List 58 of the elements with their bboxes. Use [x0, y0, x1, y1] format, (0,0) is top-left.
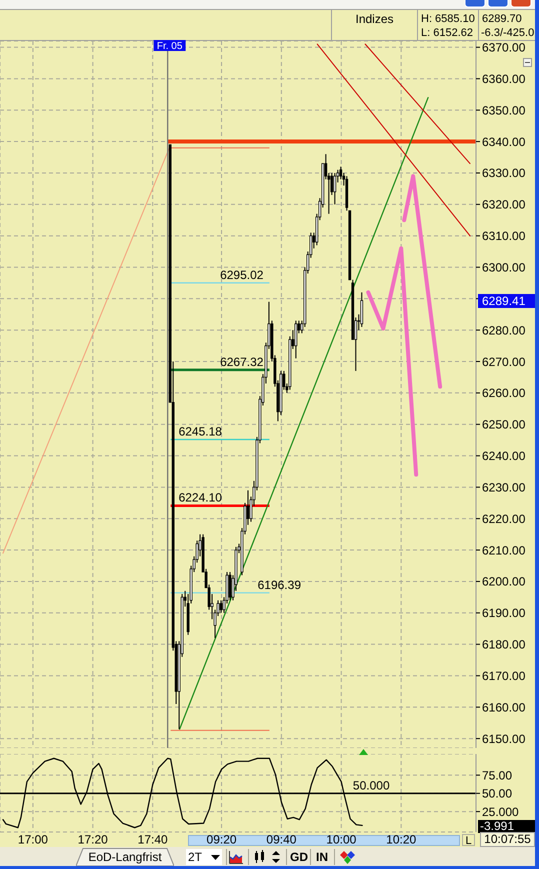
dropdown: 2T [186, 849, 222, 865]
x-tick-label: 17:20 [78, 832, 108, 847]
text: GD [290, 850, 308, 864]
y-tick-label: 6150.00 [482, 732, 526, 746]
x-tick-label: 17:00 [18, 832, 48, 847]
y-tick-label: 6250.00 [482, 418, 526, 432]
candlestick [294, 320, 298, 359]
y-tick-label: 6190.00 [482, 606, 526, 620]
ref-line-label: 6245.18 [178, 424, 222, 438]
y-tick-label: 25.000 [482, 804, 520, 819]
text: -6.3/-425.0 [481, 27, 534, 39]
ref-line-label: 6295.02 [220, 268, 264, 282]
y-tick-label: 6260.00 [482, 386, 526, 400]
text: L [465, 835, 472, 847]
x-tick-label: 17:40 [138, 832, 168, 847]
text: -3.991 [480, 819, 514, 833]
y-tick-label: 6240.00 [482, 449, 526, 464]
y-tick-label: 6310.00 [482, 229, 526, 244]
x-tick-label: 09:40 [266, 832, 297, 847]
ref-line-label: 6196.39 [258, 578, 302, 592]
y-tick-label: 6330.00 [482, 166, 526, 180]
y-tick-label: 6300.00 [482, 260, 526, 274]
y-tick-label: 6350.00 [482, 103, 526, 118]
x-tick-label: 09:20 [206, 832, 237, 847]
text: IN [316, 850, 328, 864]
y-tick-label: 6210.00 [482, 543, 526, 558]
ref-line-label: 6224.10 [178, 490, 222, 505]
candlestick [228, 572, 232, 601]
ref-line-label: 6267.32 [220, 354, 264, 369]
y-tick-label: 75.00 [482, 768, 512, 782]
y-tick-label: 6370.00 [482, 40, 526, 55]
y-tick-label: 6230.00 [482, 480, 526, 494]
text: 6289.41 [482, 294, 526, 308]
y-tick-label: 6180.00 [482, 638, 526, 652]
y-tick-label: 6340.00 [482, 134, 526, 149]
y-tick-label: 6220.00 [482, 512, 526, 526]
annotation: Fr. 05 [156, 41, 183, 52]
candlestick [220, 600, 222, 614]
text: H: 6585.10 [421, 13, 475, 25]
y-tick-label: 6160.00 [482, 700, 526, 714]
candlestick [333, 172, 336, 205]
x-tick-label: 10:20 [386, 832, 416, 847]
tab: EoD-Langfrist [76, 848, 174, 866]
y-tick-label: 6270.00 [482, 354, 526, 369]
y-tick-label: 6280.00 [482, 323, 526, 338]
text: L: 6152.62 [421, 27, 473, 39]
text: Indizes [355, 12, 394, 26]
ref-line-label: 50.000 [352, 778, 390, 792]
clock-field: 10:07:55 [480, 832, 535, 847]
x-tick-label: 10:00 [326, 832, 357, 847]
y-tick-label: 6360.00 [482, 72, 526, 86]
y-tick-label: 50.00 [482, 786, 512, 801]
y-tick-label: 6200.00 [482, 574, 526, 589]
candlestick [360, 292, 364, 328]
y-tick-label: 6170.00 [482, 668, 526, 683]
text: 6289.70 [482, 13, 522, 25]
y-tick-label: 6320.00 [482, 198, 526, 212]
line-series [366, 246, 418, 477]
